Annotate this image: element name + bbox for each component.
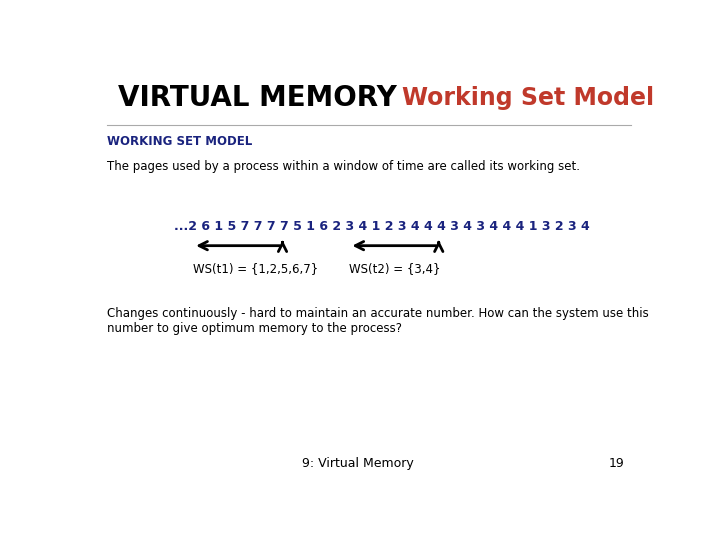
Text: VIRTUAL MEMORY: VIRTUAL MEMORY [118, 84, 397, 112]
Text: WS(t2) = {3,4}: WS(t2) = {3,4} [349, 262, 441, 275]
Text: WORKING SET MODEL: WORKING SET MODEL [107, 135, 252, 148]
Text: WS(t1) = {1,2,5,6,7}: WS(t1) = {1,2,5,6,7} [193, 262, 318, 275]
Text: ...2 6 1 5 7 7 7 7 5 1 6 2 3 4 1 2 3 4 4 4 3 4 3 4 4 4 1 3 2 3 4: ...2 6 1 5 7 7 7 7 5 1 6 2 3 4 1 2 3 4 4… [174, 220, 590, 233]
Text: Changes continuously - hard to maintain an accurate number. How can the system u: Changes continuously - hard to maintain … [107, 307, 649, 334]
Text: Working Set Model: Working Set Model [402, 86, 654, 110]
Text: The pages used by a process within a window of time are called its working set.: The pages used by a process within a win… [107, 160, 580, 173]
Text: 19: 19 [609, 457, 625, 470]
Text: 9: Virtual Memory: 9: Virtual Memory [302, 457, 414, 470]
